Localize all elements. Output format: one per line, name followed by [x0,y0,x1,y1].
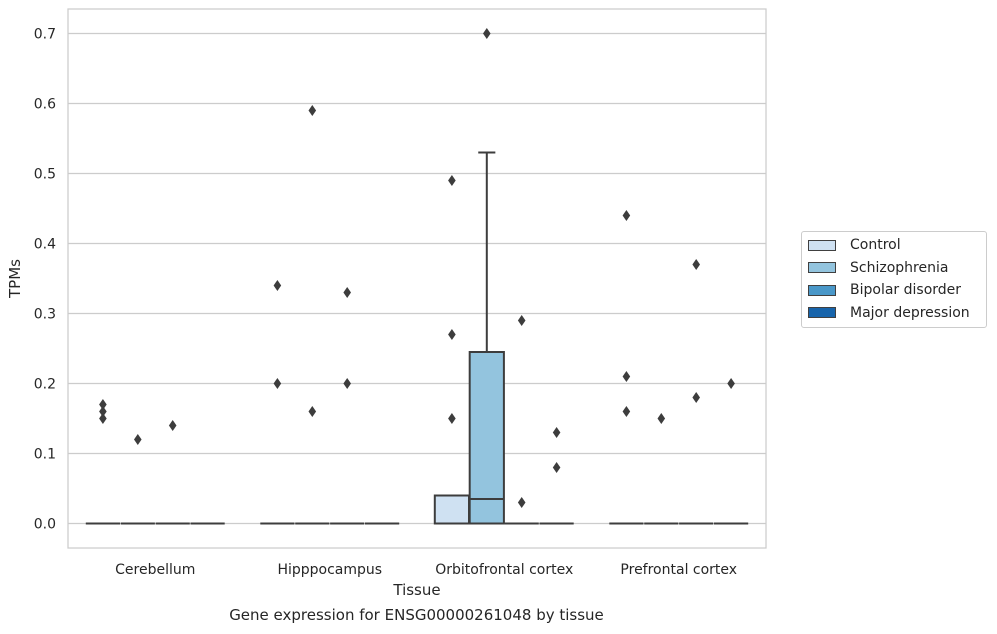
legend-swatch [808,239,836,251]
outlier-point [448,329,456,340]
box-group [85,399,121,525]
box-rect [433,494,471,525]
outlier-point [308,406,317,417]
outlier-point [622,406,631,417]
outlier-point [343,287,351,298]
y-axis-label: TPMs [6,259,24,299]
y-tick-label: 0.6 [34,97,56,113]
y-tick-label: 0.3 [34,307,56,323]
outlier-point [483,28,491,39]
grid-lines [68,32,766,525]
y-tick-label: 0.2 [34,377,56,393]
y-tick-label: 0.7 [34,27,56,43]
legend-label: Bipolar disorder [850,282,962,298]
box-group [433,175,471,525]
outlier-point [273,378,282,389]
outlier-point [517,315,526,326]
legend-swatch [808,307,836,318]
outlier-point [622,371,631,382]
outlier-point [134,434,142,445]
legend-item: Major depression [808,303,970,323]
tick-labels: 0.0 0.1 0.2 0.3 0.4 0.5 0.6 0.7 Cerebellum Hipppo… [34,27,737,579]
box-rect [468,351,505,525]
plot-frame [67,8,767,549]
box-group [504,315,539,525]
box-group [644,413,679,525]
box-group [468,28,505,525]
x-axis-label: Tissue [392,581,440,599]
outlier-point [168,420,177,431]
outlier-point [692,259,700,270]
y-tick-label: 0.4 [34,237,56,253]
box-group [330,287,365,525]
box-group [713,378,749,525]
legend-item: Bipolar disorder [808,280,961,300]
outlier-point [273,280,282,291]
box-group [609,210,644,525]
outlier-point [99,413,107,424]
legend-item: Schizophrenia [808,258,948,278]
legend-item: Control [808,235,901,255]
box-group [120,434,155,525]
x-tick-label: Orbitofrontal cortex [435,562,573,578]
outlier-point [517,497,526,508]
x-tick-label: Cerebellum [115,562,195,578]
box-group [260,280,295,525]
box-group [295,105,330,525]
legend-label: Schizophrenia [850,259,949,276]
x-tick-label: Prefrontal cortex [620,562,737,578]
outlier-point [343,378,351,389]
outlier-point [727,378,735,389]
outlier-point [692,392,700,403]
outlier-point [99,406,107,417]
outlier-point [552,462,561,473]
chart-caption: Gene expression for ENSG00000261048 by t… [229,606,604,624]
legend-label: Major depression [850,304,970,321]
outlier-point [99,399,107,410]
outlier-point [448,175,456,186]
y-tick-label: 0.0 [34,517,56,533]
box-group [539,427,574,525]
legend: Control Schizophrenia Bipolar disorder Majo… [801,231,987,328]
outlier-point [622,210,631,221]
outlier-point [552,427,561,438]
outlier-point [308,105,317,116]
box-group [679,259,714,525]
box-group [155,420,190,525]
outlier-point [448,413,456,424]
legend-label: Control [850,237,901,253]
outlier-point [657,413,666,424]
y-tick-label: 0.1 [34,447,56,463]
x-tick-label: Hipppocampus [277,562,382,578]
legend-swatch [808,262,836,273]
box-plot-marks [85,28,749,525]
legend-swatch [808,284,836,296]
y-tick-label: 0.5 [34,167,56,183]
